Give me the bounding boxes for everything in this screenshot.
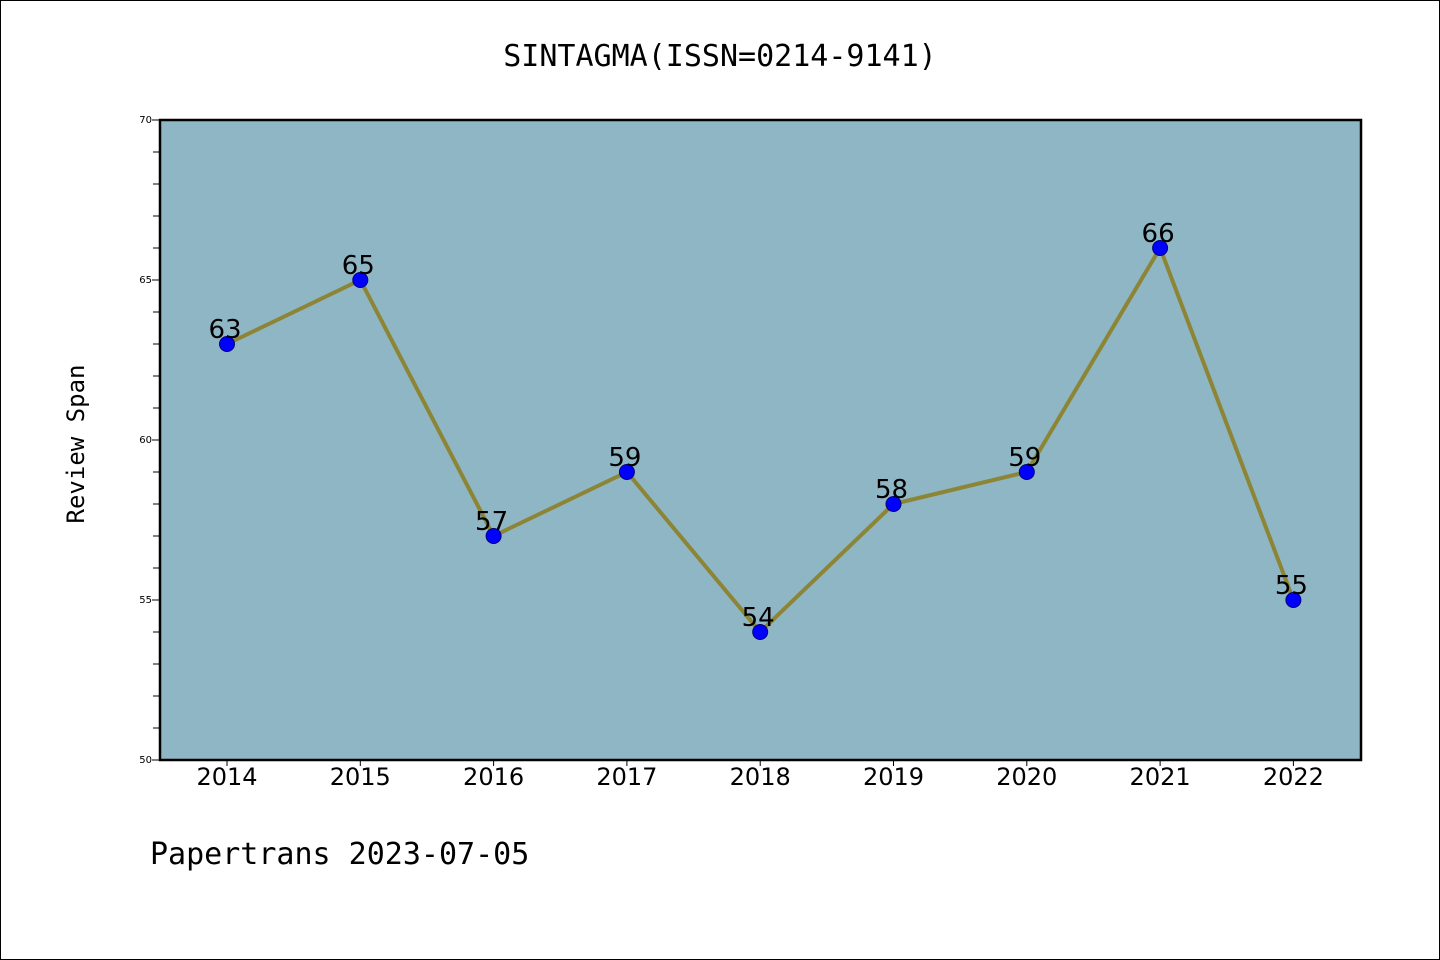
y-tick-label: 50 <box>139 755 152 766</box>
data-point <box>1018 464 1035 480</box>
data-label: 57 <box>475 507 508 537</box>
data-label: 54 <box>742 603 775 633</box>
x-tick-label: 2020 <box>996 763 1057 791</box>
x-tick-label: 2018 <box>730 763 791 791</box>
data-label: 58 <box>875 475 908 505</box>
x-tick-label: 2016 <box>463 763 524 791</box>
plot-area <box>158 118 1363 762</box>
series-markers <box>219 240 1302 640</box>
y-tick-label: 60 <box>139 435 152 446</box>
data-point <box>352 272 369 288</box>
chart-title: SINTAGMA(ISSN=0214-9141) <box>503 39 936 74</box>
data-label: 66 <box>1142 219 1175 249</box>
y-tick-label: 55 <box>139 595 152 606</box>
data-label: 65 <box>342 251 375 281</box>
data-label: 59 <box>1008 443 1041 473</box>
y-tick-label: 70 <box>139 115 152 126</box>
x-tick-label: 2014 <box>196 763 257 791</box>
data-point <box>618 464 635 480</box>
data-point <box>1152 240 1169 256</box>
y-tick-label: 65 <box>139 275 152 286</box>
x-tick-label: 2019 <box>863 763 924 791</box>
data-point <box>885 496 902 512</box>
x-tick-label: 2021 <box>1130 763 1191 791</box>
data-point <box>1285 592 1302 608</box>
y-axis-label: Review Span <box>62 365 90 524</box>
x-tick-label: 2022 <box>1263 763 1324 791</box>
data-label: 55 <box>1275 571 1308 601</box>
x-tick-label: 2015 <box>330 763 391 791</box>
footer-credit: Papertrans 2023-07-05 <box>150 837 529 872</box>
data-label: 59 <box>608 443 641 473</box>
data-label: 63 <box>208 315 241 345</box>
data-point <box>485 528 502 544</box>
data-point <box>752 624 769 640</box>
data-labels: 63 65 57 59 54 58 59 66 55 <box>208 219 1307 633</box>
y-axis: 50 55 60 65 70 <box>139 115 160 766</box>
x-axis: 2014 2015 2016 2017 2018 2019 2020 2021 2022 <box>196 760 1324 791</box>
x-tick-label: 2017 <box>596 763 657 791</box>
data-point <box>219 336 235 352</box>
